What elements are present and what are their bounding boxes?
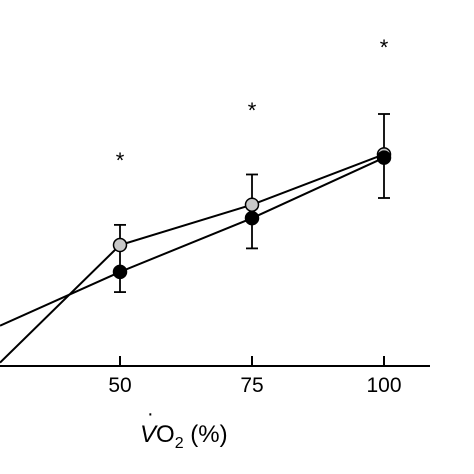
x-axis-ticks: 50 75 100 <box>108 356 402 397</box>
point-open-75 <box>244 197 260 212</box>
point-filled-100 <box>376 150 392 165</box>
x-label-dot: · <box>147 403 154 425</box>
significance-star-100: * <box>380 35 389 60</box>
x-label-base: V <box>140 421 158 448</box>
point-open-50 <box>112 237 128 253</box>
plot-area: * * * <box>0 35 392 364</box>
significance-star-50: * <box>116 148 125 173</box>
significance-star-75: * <box>248 98 257 123</box>
x-label-subscript: 2 <box>175 435 184 452</box>
x-tick-label-50: 50 <box>108 374 131 397</box>
x-label-mid: O <box>156 421 175 448</box>
x-tick-label-75: 75 <box>240 374 263 397</box>
series-line-filled <box>0 156 385 327</box>
point-filled-75 <box>244 210 260 226</box>
point-filled-50 <box>112 264 128 280</box>
x-tick-label-100: 100 <box>366 374 401 397</box>
x-label-suffix: (%) <box>184 421 228 448</box>
series-line-open <box>0 153 385 364</box>
x-axis-label: VO2 (%) <box>140 421 228 452</box>
